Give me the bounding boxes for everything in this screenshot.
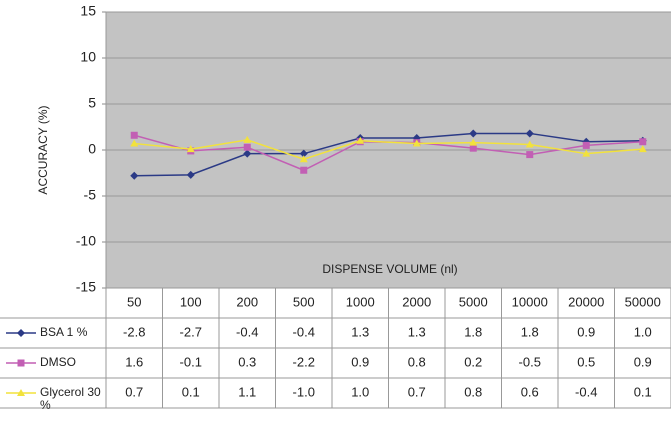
- y-axis-label: ACCURACY (%): [36, 105, 50, 194]
- data-label: 1.8: [464, 324, 482, 339]
- marker: [582, 149, 591, 157]
- marker: [412, 139, 421, 147]
- data-label: 1.1: [238, 384, 256, 399]
- marker: [130, 131, 138, 139]
- data-label: 0.9: [577, 324, 595, 339]
- x-tick-label: 1000: [346, 294, 375, 309]
- marker: [469, 138, 478, 146]
- x-tick-label: 50: [127, 294, 141, 309]
- data-label: 0.9: [351, 354, 369, 369]
- marker: [186, 170, 195, 179]
- data-label: 0.7: [125, 384, 143, 399]
- marker: [243, 135, 252, 143]
- marker: [17, 329, 25, 337]
- data-label: -1.0: [293, 384, 315, 399]
- series-line: [134, 139, 643, 160]
- data-label: 0.1: [634, 384, 652, 399]
- marker: [639, 138, 647, 146]
- y-tick-label: 0: [88, 141, 96, 157]
- data-label: -0.4: [236, 324, 258, 339]
- marker: [17, 359, 25, 367]
- data-label: -0.4: [293, 324, 315, 339]
- marker: [469, 144, 477, 152]
- x-tick-label: 10000: [512, 294, 548, 309]
- marker: [243, 143, 251, 151]
- y-tick-label: -5: [84, 187, 97, 203]
- legend-item: Glycerol 30 %: [40, 386, 101, 412]
- data-label: 0.7: [408, 384, 426, 399]
- data-label: 0.8: [464, 384, 482, 399]
- marker: [300, 166, 308, 174]
- marker: [638, 145, 647, 153]
- legend-item: DMSO: [40, 356, 76, 369]
- x-tick-label: 500: [293, 294, 315, 309]
- y-tick-label: -15: [76, 279, 96, 295]
- x-tick-label: 50000: [625, 294, 661, 309]
- data-label: 0.8: [408, 354, 426, 369]
- data-label: 1.3: [408, 324, 426, 339]
- data-label: 0.1: [182, 384, 200, 399]
- x-tick-label: 2000: [402, 294, 431, 309]
- data-label: 1.0: [634, 324, 652, 339]
- series-line: [134, 132, 643, 177]
- data-label: 0.5: [577, 354, 595, 369]
- x-tick-label: 20000: [568, 294, 604, 309]
- data-label: 1.6: [125, 354, 143, 369]
- x-tick-label: 100: [180, 294, 202, 309]
- data-label: 0.6: [521, 384, 539, 399]
- data-label: -2.7: [180, 324, 202, 339]
- data-label: 0.9: [634, 354, 652, 369]
- marker: [356, 136, 365, 144]
- data-label: -0.1: [180, 354, 202, 369]
- y-tick-label: 10: [80, 49, 96, 65]
- marker: [130, 139, 139, 147]
- y-tick-label: -10: [76, 233, 96, 249]
- legend-label: DMSO: [40, 356, 76, 369]
- data-label: -0.5: [519, 354, 541, 369]
- marker: [526, 151, 534, 159]
- marker: [299, 155, 308, 163]
- data-label: 0.2: [464, 354, 482, 369]
- marker: [525, 140, 534, 148]
- y-tick-label: 5: [88, 95, 96, 111]
- data-label: 1.0: [351, 384, 369, 399]
- data-label: -2.8: [123, 324, 145, 339]
- marker: [469, 129, 478, 138]
- x-tick-label: 5000: [459, 294, 488, 309]
- data-label: 1.8: [521, 324, 539, 339]
- data-label: -0.4: [575, 384, 597, 399]
- legend-item: BSA 1 %: [40, 326, 88, 339]
- legend-label: Glycerol 30 %: [40, 386, 101, 412]
- data-label: -2.2: [293, 354, 315, 369]
- marker: [17, 389, 25, 396]
- marker: [130, 171, 139, 180]
- marker: [582, 141, 590, 149]
- data-label: 0.3: [238, 354, 256, 369]
- data-label: 1.3: [351, 324, 369, 339]
- marker: [525, 129, 534, 138]
- marker: [186, 145, 195, 153]
- marker: [299, 149, 308, 158]
- marker: [243, 149, 252, 158]
- legend-label: BSA 1 %: [40, 326, 88, 339]
- y-tick-label: 15: [80, 3, 96, 19]
- x-tick-label: 200: [236, 294, 258, 309]
- x-axis-label: DISPENSE VOLUME (nl): [322, 262, 457, 276]
